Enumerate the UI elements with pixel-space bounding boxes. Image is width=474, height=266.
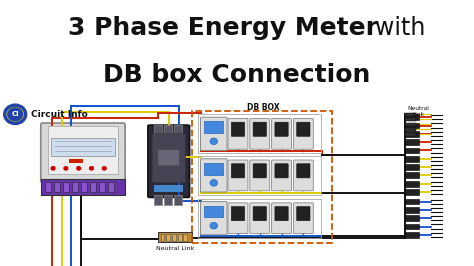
FancyBboxPatch shape: [228, 203, 248, 234]
FancyBboxPatch shape: [275, 164, 288, 178]
FancyBboxPatch shape: [405, 132, 416, 136]
FancyBboxPatch shape: [405, 139, 419, 145]
Circle shape: [5, 105, 26, 123]
FancyBboxPatch shape: [231, 164, 245, 178]
FancyBboxPatch shape: [158, 149, 180, 166]
FancyBboxPatch shape: [405, 128, 416, 131]
FancyBboxPatch shape: [154, 195, 162, 205]
FancyBboxPatch shape: [405, 207, 419, 213]
FancyBboxPatch shape: [108, 182, 114, 192]
FancyBboxPatch shape: [154, 125, 162, 134]
Circle shape: [210, 138, 218, 145]
FancyBboxPatch shape: [228, 160, 248, 191]
Circle shape: [210, 222, 218, 229]
FancyBboxPatch shape: [293, 160, 313, 191]
FancyBboxPatch shape: [297, 122, 310, 136]
FancyBboxPatch shape: [405, 118, 416, 121]
FancyBboxPatch shape: [275, 122, 288, 136]
FancyBboxPatch shape: [405, 164, 419, 170]
FancyBboxPatch shape: [158, 232, 192, 242]
Text: Circuit Info: Circuit Info: [31, 110, 88, 119]
FancyBboxPatch shape: [201, 159, 227, 192]
FancyBboxPatch shape: [72, 182, 78, 192]
FancyBboxPatch shape: [231, 207, 245, 221]
FancyBboxPatch shape: [45, 182, 51, 192]
FancyBboxPatch shape: [183, 234, 187, 241]
FancyBboxPatch shape: [405, 224, 419, 229]
FancyBboxPatch shape: [164, 125, 172, 134]
FancyBboxPatch shape: [253, 164, 266, 178]
Circle shape: [51, 167, 55, 170]
FancyBboxPatch shape: [405, 148, 419, 153]
FancyBboxPatch shape: [99, 182, 105, 192]
FancyBboxPatch shape: [204, 206, 223, 217]
FancyBboxPatch shape: [250, 118, 270, 149]
FancyBboxPatch shape: [405, 114, 419, 120]
FancyBboxPatch shape: [204, 163, 223, 174]
FancyBboxPatch shape: [405, 156, 419, 162]
FancyBboxPatch shape: [48, 126, 118, 174]
FancyBboxPatch shape: [164, 195, 172, 205]
FancyBboxPatch shape: [405, 199, 419, 205]
FancyBboxPatch shape: [201, 202, 227, 235]
FancyBboxPatch shape: [166, 234, 170, 241]
FancyBboxPatch shape: [405, 189, 419, 195]
FancyBboxPatch shape: [174, 125, 182, 134]
Text: 3 Phase Energy Meter: 3 Phase Energy Meter: [68, 16, 378, 40]
FancyBboxPatch shape: [41, 179, 125, 194]
FancyBboxPatch shape: [174, 195, 182, 205]
FancyBboxPatch shape: [231, 122, 245, 136]
FancyBboxPatch shape: [148, 125, 190, 197]
FancyBboxPatch shape: [228, 118, 248, 149]
FancyBboxPatch shape: [405, 131, 419, 137]
FancyBboxPatch shape: [253, 122, 266, 136]
FancyBboxPatch shape: [272, 118, 292, 149]
FancyBboxPatch shape: [90, 182, 96, 192]
Text: Ci: Ci: [11, 111, 19, 117]
FancyBboxPatch shape: [405, 123, 416, 126]
FancyBboxPatch shape: [253, 207, 266, 221]
FancyBboxPatch shape: [405, 232, 419, 238]
Text: Neutral
Link: Neutral Link: [407, 106, 429, 117]
FancyBboxPatch shape: [152, 134, 185, 182]
FancyBboxPatch shape: [81, 182, 87, 192]
FancyBboxPatch shape: [54, 182, 60, 192]
FancyBboxPatch shape: [161, 234, 164, 241]
FancyBboxPatch shape: [272, 203, 292, 234]
Circle shape: [102, 167, 106, 170]
FancyBboxPatch shape: [272, 160, 292, 191]
Circle shape: [90, 167, 93, 170]
FancyBboxPatch shape: [69, 159, 83, 163]
FancyBboxPatch shape: [405, 215, 419, 221]
FancyBboxPatch shape: [293, 203, 313, 234]
Text: Neutral Link: Neutral Link: [156, 246, 194, 251]
FancyBboxPatch shape: [201, 117, 227, 151]
FancyBboxPatch shape: [297, 207, 310, 221]
FancyBboxPatch shape: [154, 185, 183, 192]
FancyBboxPatch shape: [293, 118, 313, 149]
FancyBboxPatch shape: [41, 123, 125, 182]
FancyBboxPatch shape: [405, 113, 416, 116]
Text: DB BOX: DB BOX: [247, 103, 279, 112]
FancyBboxPatch shape: [405, 123, 419, 128]
Text: DB box Connection: DB box Connection: [103, 63, 371, 87]
Circle shape: [7, 107, 23, 121]
FancyBboxPatch shape: [204, 121, 223, 133]
FancyBboxPatch shape: [250, 203, 270, 234]
Circle shape: [77, 167, 81, 170]
FancyBboxPatch shape: [51, 138, 115, 156]
FancyBboxPatch shape: [63, 182, 69, 192]
FancyBboxPatch shape: [297, 164, 310, 178]
FancyBboxPatch shape: [178, 234, 182, 241]
Text: with: with: [375, 16, 426, 40]
FancyBboxPatch shape: [172, 234, 176, 241]
Circle shape: [210, 180, 218, 186]
FancyBboxPatch shape: [405, 181, 419, 187]
Circle shape: [64, 167, 68, 170]
FancyBboxPatch shape: [250, 160, 270, 191]
FancyBboxPatch shape: [275, 207, 288, 221]
FancyBboxPatch shape: [405, 172, 419, 178]
